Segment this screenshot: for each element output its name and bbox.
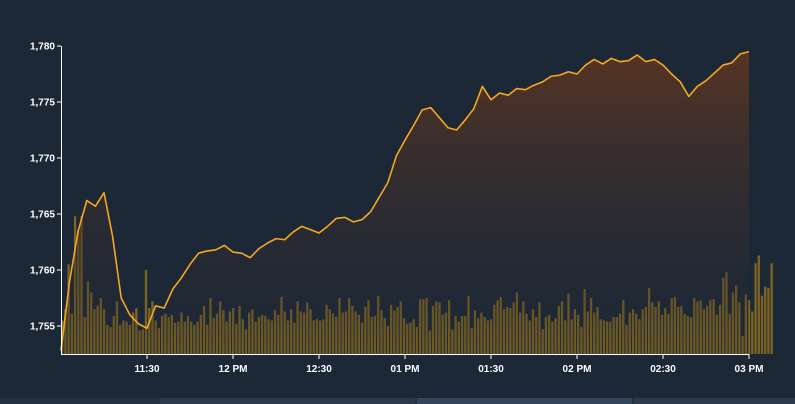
y-tick-label: 1,775 xyxy=(30,98,55,109)
x-tick-label: 02 PM xyxy=(563,364,592,375)
x-tick-label: 02:30 xyxy=(650,364,676,375)
y-tick-label: 1,765 xyxy=(30,210,55,221)
y-tick-label: 1,780 xyxy=(30,42,55,53)
y-tick-label: 1,770 xyxy=(30,154,55,165)
price-area-fill xyxy=(61,51,749,354)
bottom-scroll-strip xyxy=(0,398,795,404)
price-line xyxy=(60,50,750,351)
y-tick-label: 1,760 xyxy=(30,266,55,277)
volume-bar xyxy=(144,270,148,354)
x-tick-label: 12 PM xyxy=(219,364,248,375)
x-tick-label: 11:30 xyxy=(134,364,159,375)
volume-bar xyxy=(760,295,764,354)
scroll-segment xyxy=(160,398,415,404)
x-tick-label: 03 PM xyxy=(735,364,764,375)
volume-bar xyxy=(767,287,770,354)
x-tick-label: 12:30 xyxy=(306,364,332,375)
volume-bar xyxy=(754,263,757,354)
x-tick-label: 01:30 xyxy=(478,364,504,375)
scroll-segment xyxy=(634,398,795,404)
volume-bar xyxy=(770,263,773,354)
volume-bar xyxy=(751,311,754,354)
volume-bar xyxy=(757,255,760,354)
scroll-thumb[interactable] xyxy=(417,398,632,404)
y-axis: 1,755 1,760 1,765 1,770 1,775 1,780 xyxy=(30,42,61,333)
x-tick-label: 01 PM xyxy=(391,364,420,375)
y-tick-label: 1,755 xyxy=(30,322,55,333)
volume-bar xyxy=(764,286,767,354)
volume-bar xyxy=(747,300,751,354)
x-axis: 11:30 12 PM 12:30 01 PM 01:30 02 PM 02:30 03 PM xyxy=(134,354,763,375)
